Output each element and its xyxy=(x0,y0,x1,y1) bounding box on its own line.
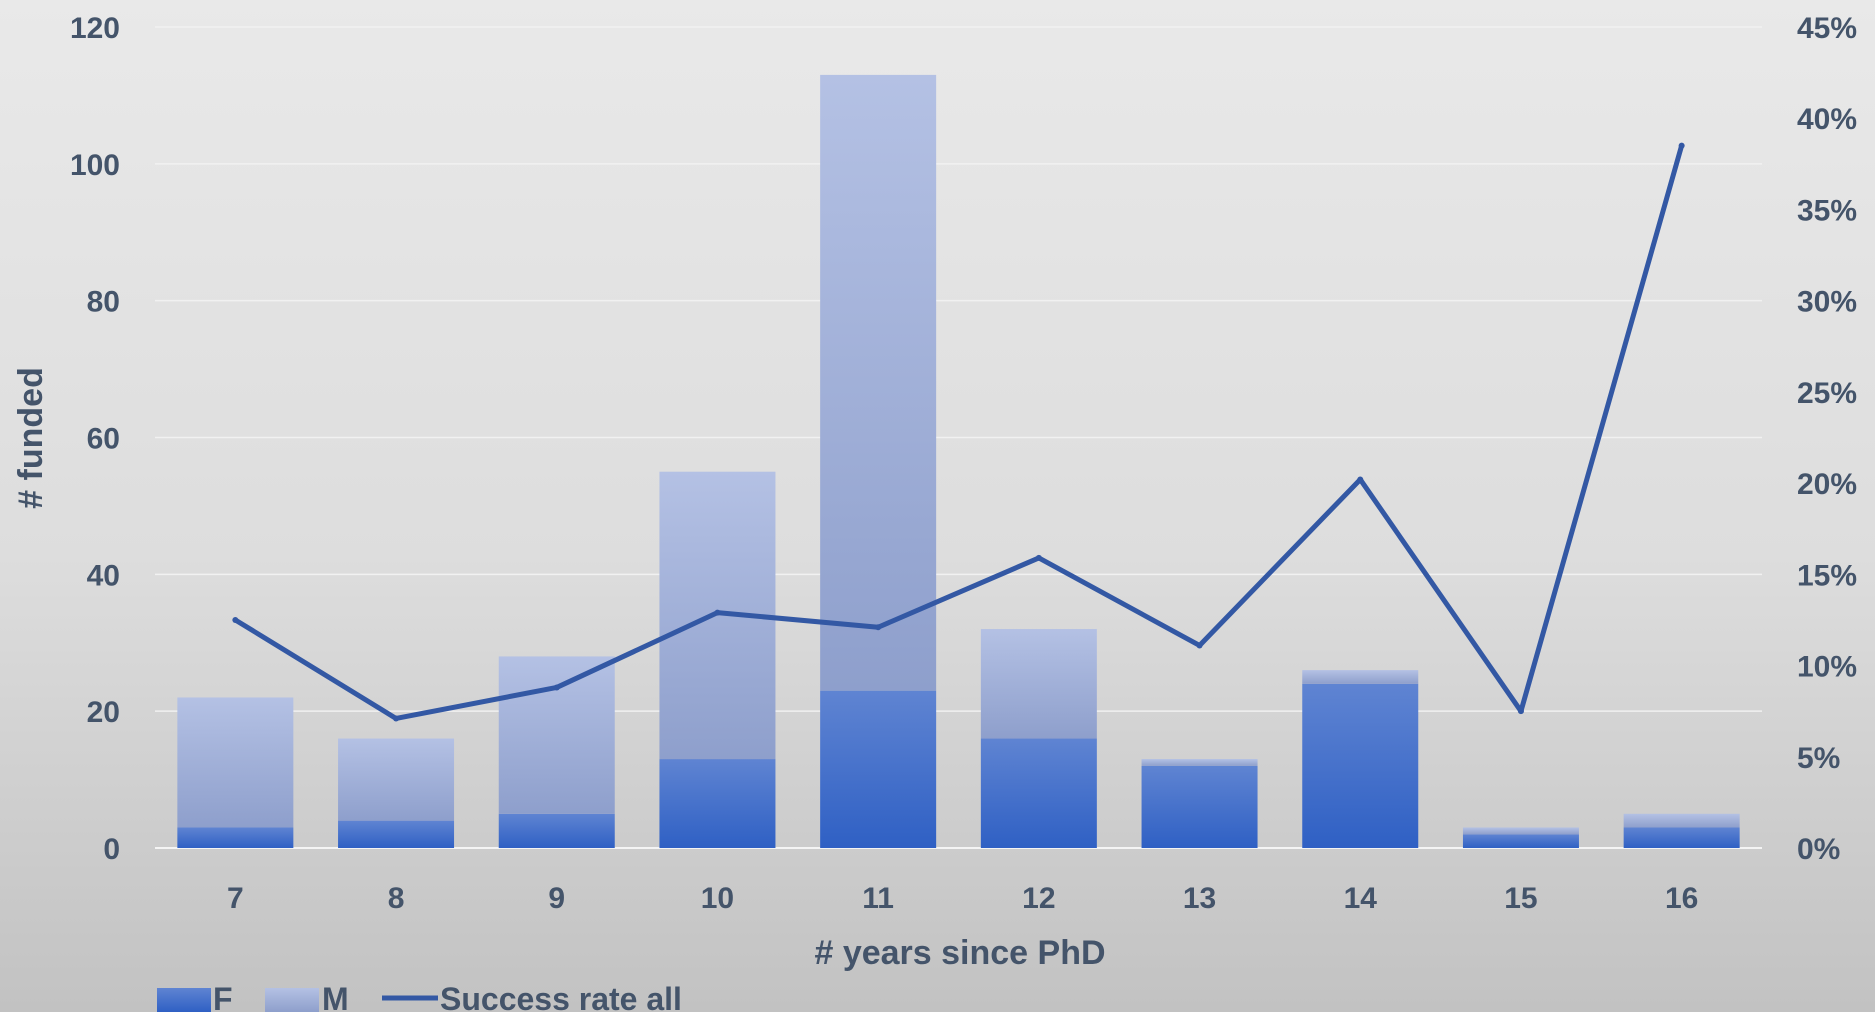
success-rate-point xyxy=(1357,476,1364,483)
y2-tick-label: 45% xyxy=(1797,12,1857,45)
axis-ticks: 0 20 40 60 80 100 120 0% 5% 10% 15% 20% 25% 30% 35% 40%… xyxy=(70,12,1857,915)
bar-f xyxy=(338,820,455,848)
y-tick-label: 100 xyxy=(70,149,120,182)
y2-tick-label: 5% xyxy=(1797,742,1840,775)
legend-label-m: M xyxy=(322,981,349,1012)
success-rate-point xyxy=(1196,642,1203,649)
x-axis-title: # years since PhD xyxy=(814,934,1105,972)
bars xyxy=(177,74,1740,848)
legend: F M Success rate all xyxy=(157,981,682,1012)
success-rate-line xyxy=(232,143,1685,721)
success-rate-point xyxy=(393,715,400,722)
y2-tick-label: 10% xyxy=(1797,651,1857,684)
x-tick-label: 9 xyxy=(548,882,565,915)
bar-f xyxy=(177,827,294,848)
x-tick-label: 15 xyxy=(1504,882,1537,915)
bar-m xyxy=(177,697,294,828)
gridlines xyxy=(155,26,1762,849)
success-rate-point xyxy=(714,609,721,616)
y2-tick-label: 20% xyxy=(1797,468,1857,501)
legend-swatch-f xyxy=(157,988,211,1012)
bar-m xyxy=(498,656,615,814)
y2-tick-label: 35% xyxy=(1797,194,1857,227)
bar-m xyxy=(1462,827,1579,835)
y-tick-label: 40 xyxy=(87,559,120,592)
bar-f xyxy=(820,690,937,848)
success-rate-point xyxy=(1517,708,1524,715)
bar-f xyxy=(1141,765,1258,848)
bar-f xyxy=(498,813,615,848)
bar-m xyxy=(820,74,937,691)
bar-m xyxy=(980,629,1097,739)
x-tick-label: 7 xyxy=(227,882,244,915)
legend-label-success-rate: Success rate all xyxy=(440,981,682,1012)
x-tick-label: 11 xyxy=(862,882,894,915)
bar-f xyxy=(1302,683,1419,848)
y2-tick-label: 30% xyxy=(1797,286,1857,319)
legend-label-f: F xyxy=(213,981,233,1012)
bar-f xyxy=(980,738,1097,848)
x-tick-label: 8 xyxy=(388,882,405,915)
bar-f xyxy=(1623,827,1740,848)
x-tick-label: 14 xyxy=(1344,882,1378,915)
x-tick-label: 13 xyxy=(1183,882,1216,915)
y-tick-label: 0 xyxy=(103,833,120,866)
success-rate-point xyxy=(232,616,239,623)
x-tick-label: 16 xyxy=(1665,882,1698,915)
y-tick-label: 80 xyxy=(87,286,120,319)
success-rate-point xyxy=(875,624,882,631)
y2-tick-label: 25% xyxy=(1797,377,1857,410)
bar-m xyxy=(1302,670,1419,684)
bar-m xyxy=(1141,759,1258,766)
y-tick-label: 60 xyxy=(87,423,120,456)
x-tick-label: 10 xyxy=(701,882,734,915)
success-rate-point xyxy=(553,684,560,691)
y-tick-label: 20 xyxy=(87,696,120,729)
bar-f xyxy=(1462,834,1579,848)
y-tick-label: 120 xyxy=(70,12,120,45)
legend-swatch-m xyxy=(265,988,319,1012)
bar-m xyxy=(1623,813,1740,828)
success-rate-point xyxy=(1678,142,1685,149)
success-rate-line-group xyxy=(232,142,1685,722)
y2-tick-label: 0% xyxy=(1797,833,1840,866)
x-tick-label: 12 xyxy=(1022,882,1055,915)
y2-tick-label: 15% xyxy=(1797,559,1857,592)
y2-tick-label: 40% xyxy=(1797,103,1857,136)
y-axis-title: # funded xyxy=(12,367,50,509)
success-rate-point xyxy=(1035,554,1042,561)
bar-m xyxy=(338,738,455,821)
bar-f xyxy=(659,759,776,848)
